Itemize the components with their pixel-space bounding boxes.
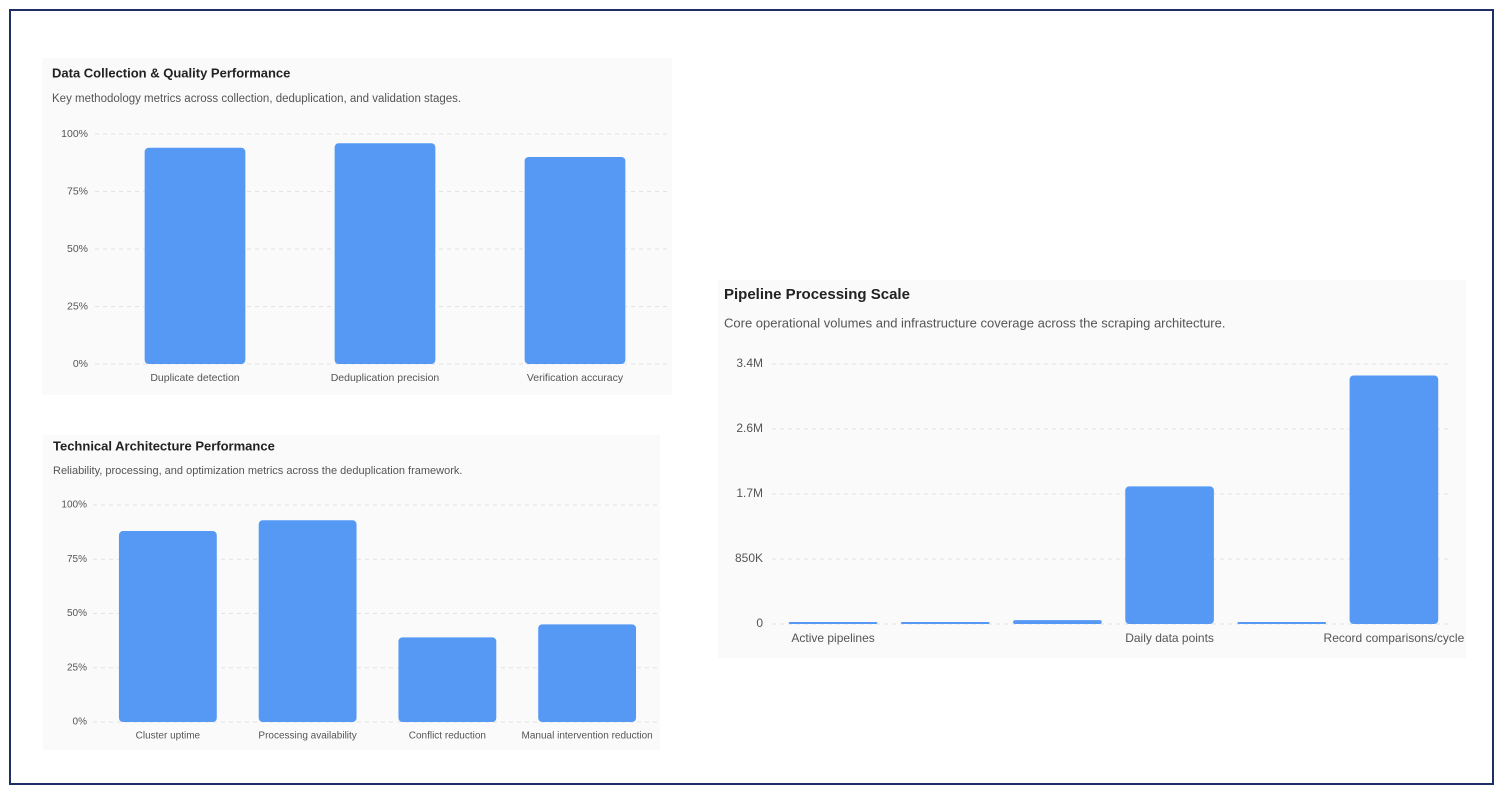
bar (524, 157, 626, 364)
bar (900, 622, 990, 624)
x-tick-label: Daily data points (1125, 631, 1214, 645)
y-tick-label: 50% (67, 243, 88, 255)
chart-title: Technical Architecture Performance (53, 438, 275, 453)
y-tick-label: 75% (67, 185, 88, 197)
bar (538, 624, 637, 722)
bar (398, 637, 497, 722)
y-tick-label: 25% (67, 300, 88, 312)
panel (718, 280, 1466, 658)
y-tick-label: 0% (73, 358, 88, 370)
bar (1349, 375, 1439, 624)
chart-subtitle: Reliability, processing, and optimizatio… (53, 465, 462, 477)
bar (1013, 620, 1102, 624)
y-tick-label: 50% (67, 608, 87, 619)
y-tick-label: 2.6M (736, 421, 763, 435)
y-tick-label: 850K (735, 551, 763, 565)
chart-subtitle: Key methodology metrics across collectio… (52, 93, 461, 105)
chart-subtitle: Core operational volumes and infrastruct… (724, 315, 1225, 330)
bar (144, 147, 246, 364)
x-tick-label: Active pipelines (791, 631, 874, 645)
y-tick-label: 1.7M (736, 486, 763, 500)
x-tick-label: Manual intervention reduction (522, 731, 653, 742)
y-tick-label: 25% (67, 662, 87, 673)
x-tick-label: Verification accuracy (527, 372, 624, 384)
y-tick-label: 3.4M (736, 356, 763, 370)
y-tick-label: 0% (73, 717, 88, 728)
x-tick-label: Cluster uptime (136, 731, 201, 742)
x-tick-label: Deduplication precision (331, 372, 440, 384)
y-tick-label: 75% (67, 554, 87, 565)
bar (334, 143, 436, 364)
bar (118, 531, 217, 722)
bar (1125, 486, 1214, 624)
x-tick-label: Processing availability (258, 731, 356, 742)
bar (788, 622, 878, 624)
chart-title: Data Collection & Quality Performance (52, 65, 290, 80)
bar (258, 520, 357, 722)
y-tick-label: 0 (756, 616, 763, 630)
x-tick-label: Conflict reduction (409, 731, 486, 742)
y-tick-label: 100% (61, 500, 87, 511)
x-tick-label: Record comparisons/cycle (1324, 631, 1465, 645)
bar (1237, 622, 1327, 624)
x-tick-label: Duplicate detection (150, 372, 239, 384)
chart-title: Pipeline Processing Scale (724, 286, 910, 303)
y-tick-label: 100% (61, 128, 88, 140)
